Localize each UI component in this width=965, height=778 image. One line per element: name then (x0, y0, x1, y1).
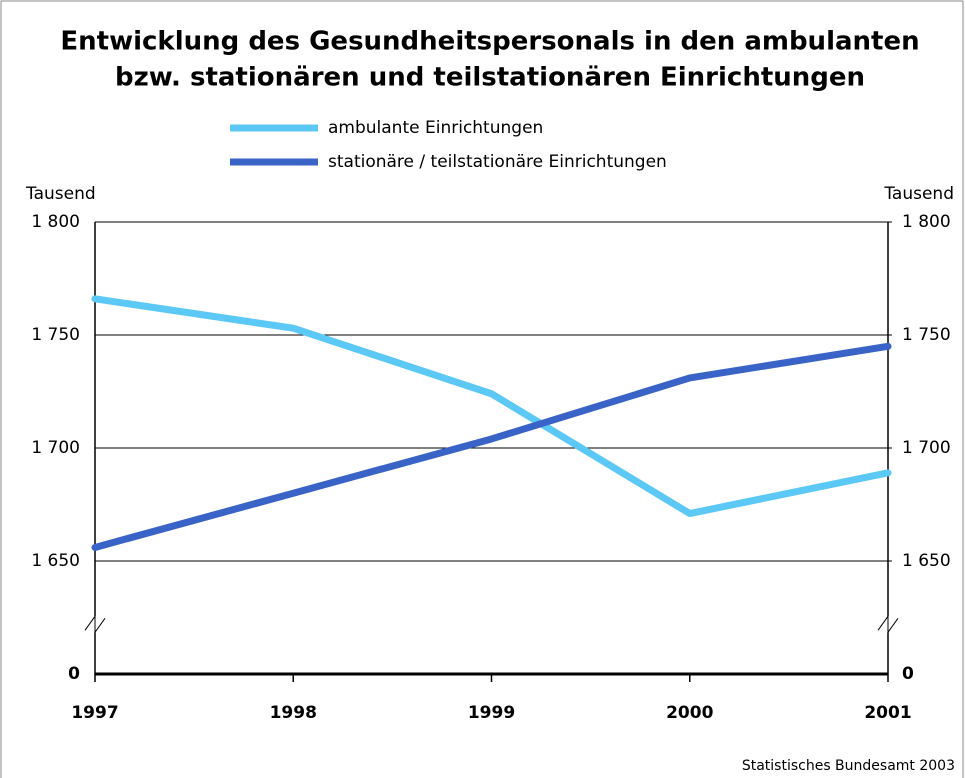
y2-axis-label: Tausend (883, 184, 954, 204)
axis-break (84, 614, 106, 634)
y-tick-label: 1 800 (31, 212, 80, 232)
y-tick-label: 1 700 (31, 438, 80, 458)
chart-title: bzw. stationären und teilstationären Ein… (115, 63, 865, 93)
y2-tick-label: 1 700 (902, 438, 951, 458)
x-tick-label: 2000 (666, 703, 713, 723)
y2-tick-label: 1 800 (902, 212, 951, 232)
x-tick-label: 1999 (468, 703, 515, 723)
x-tick-label: 2001 (864, 703, 911, 723)
x-tick-label: 1998 (270, 703, 317, 723)
y-axis-label: Tausend (25, 184, 96, 204)
source: Statistisches Bundesamt 2003 (742, 758, 955, 774)
x-tick-label: 1997 (71, 703, 118, 723)
y-tick-label: 0 (68, 664, 80, 684)
y-tick-label: 1 650 (31, 551, 80, 571)
chart-title: Entwicklung des Gesundheitspersonals in … (60, 27, 919, 57)
series-line (91, 295, 892, 518)
y2-tick-label: 0 (902, 664, 914, 684)
axis-break (877, 614, 899, 634)
legend-label: ambulante Einrichtungen (328, 118, 543, 138)
y2-tick-label: 1 750 (902, 325, 951, 345)
y2-tick-label: 1 650 (902, 551, 951, 571)
legend-label: stationäre / teilstationäre Einrichtunge… (328, 152, 667, 172)
series-line (91, 342, 892, 551)
y-tick-label: 1 750 (31, 325, 80, 345)
